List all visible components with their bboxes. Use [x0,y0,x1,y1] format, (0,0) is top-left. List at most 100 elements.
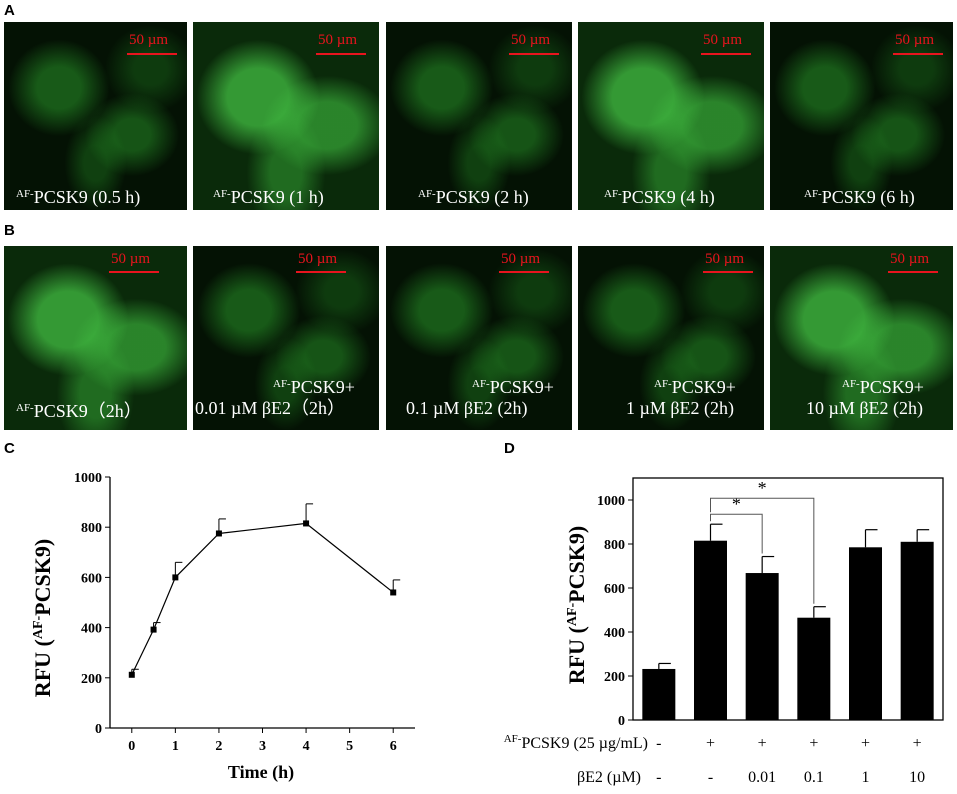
scale-bar [127,53,177,55]
y-tick-label: 0 [95,722,102,737]
y-tick-label: 1000 [74,471,102,486]
bars: - - + - +0.01 +0.1 +1 +10 * * [642,478,934,786]
scale-bar [703,271,753,273]
significance-star: * [758,478,767,498]
data-point [215,530,222,537]
micrograph-b2: 50 µm AF-PCSK9+ 0.01 µM βE2（2h） [193,246,379,430]
significance-bracket [710,513,763,554]
bar [745,573,779,720]
y-tick-label: 600 [604,582,625,597]
scale-bar [509,53,559,55]
bar [642,668,676,720]
scale-bar [888,271,938,273]
significance-bracket [710,497,815,604]
y-tick-label: 800 [81,521,102,536]
y-tick-label: 200 [81,672,102,687]
scale-bar [701,53,751,55]
row1-value: + [861,735,870,752]
scale-label: 50 µm [511,32,551,48]
y-axis-label: RFU (AF-PCSK9) [564,526,589,684]
row2-value: - [656,769,661,786]
y-tick-label: 0 [618,714,625,729]
bar [797,617,831,720]
x-tick-label: 6 [390,739,397,754]
image-caption: AF-PCSK9+ [273,377,355,397]
micrograph-b1: 50 µm AF-PCSK9（2h） [4,246,187,430]
data-point [172,574,179,581]
image-caption-line2: 1 µM βE2 (2h) [626,398,735,418]
image-caption: AF-PCSK9 (2 h) [418,187,529,207]
scale-label: 50 µm [298,251,338,267]
image-caption: AF-PCSK9+ [472,377,554,397]
row2-value: 10 [909,769,925,786]
row1-label: AF-PCSK9 (25 µg/mL) [504,733,648,752]
row2-value: 1 [862,769,870,786]
x-tick-label: 2 [215,739,222,754]
image-caption-line2: 0.1 µM βE2 (2h) [406,398,528,418]
micrograph-b4: 50 µm AF-PCSK9+ 1 µM βE2 (2h) [578,246,764,430]
series-markers [128,503,401,678]
image-caption: AF-PCSK9 (1 h) [213,187,324,207]
x-tick-label: 4 [303,739,310,754]
scale-label: 50 µm [890,251,930,267]
y-tick-label: 1000 [597,494,625,509]
x-tick-label: 3 [259,739,266,754]
data-point [128,671,135,678]
scale-label: 50 µm [318,32,358,48]
micrograph-b5: 50 µm AF-PCSK9+ 10 µM βE2 (2h) [770,246,953,430]
scale-label: 50 µm [111,251,151,267]
data-point [303,520,310,527]
scale-bar [296,271,346,273]
image-caption: AF-PCSK9 (4 h) [604,187,715,207]
scale-bar [499,271,549,273]
data-point [390,589,397,596]
scale-label: 50 µm [129,32,169,48]
panel-label-b: B [4,222,15,239]
row1-value: - [656,735,661,752]
image-caption: AF-PCSK9（2h） [16,401,142,421]
micrograph-b3: 50 µm AF-PCSK9+ 0.1 µM βE2 (2h) [386,246,572,430]
image-caption: AF-PCSK9 (6 h) [804,187,915,207]
chart-d: RFU (AF-PCSK9) AF-PCSK9 (25 µg/mL) βE2 (… [504,477,944,786]
image-caption-line2: 0.01 µM βE2（2h） [195,398,346,418]
row2-label: βE2 (µM) [577,769,641,786]
x-tick-label: 0 [128,739,135,754]
micrograph-a1: 50 µm AF-PCSK9 (0.5 h) [4,22,187,210]
axes: 0 200 400 600 800 1000 [597,477,944,729]
data-point [150,626,157,633]
row1-value: + [706,735,715,752]
panel-label-d: D [504,440,515,457]
plot-frame [632,477,944,721]
micrograph-a3: 50 µm AF-PCSK9 (2 h) [386,22,572,210]
y-tick-label: 400 [81,622,102,637]
row1-value: + [913,735,922,752]
row2-value: 0.01 [748,769,776,786]
image-caption: AF-PCSK9 (0.5 h) [16,187,141,207]
scale-label: 50 µm [895,32,935,48]
micrograph-a5: 50 µm AF-PCSK9 (6 h) [770,22,953,210]
y-tick-label: 600 [81,571,102,586]
scale-bar [109,271,159,273]
bar [900,541,934,720]
micrograph-a2: 50 µm AF-PCSK9 (1 h) [193,22,379,210]
panel-label-c: C [4,440,15,457]
bar [849,547,882,720]
chart-c: RFU (AF-PCSK9) Time (h) 0200400600800100… [30,471,415,783]
axes: 0 200 400 600 800 1000 0 1 2 3 4 5 6 [74,471,415,754]
bar [694,540,727,720]
micrograph-a4: 50 µm AF-PCSK9 (4 h) [578,22,764,210]
scale-bar [893,53,943,55]
x-tick-label: 1 [172,739,179,754]
row1-value: + [809,735,818,752]
row2-value: - [708,769,713,786]
significance-star: * [732,494,741,514]
scale-label: 50 µm [705,251,745,267]
y-tick-label: 800 [604,538,625,553]
y-tick-label: 200 [604,670,625,685]
row2-value: 0.1 [804,769,824,786]
y-tick-label: 400 [604,626,625,641]
series-line [131,522,394,676]
scale-label: 50 µm [501,251,541,267]
scale-bar [316,53,366,55]
image-caption: AF-PCSK9+ [654,377,736,397]
